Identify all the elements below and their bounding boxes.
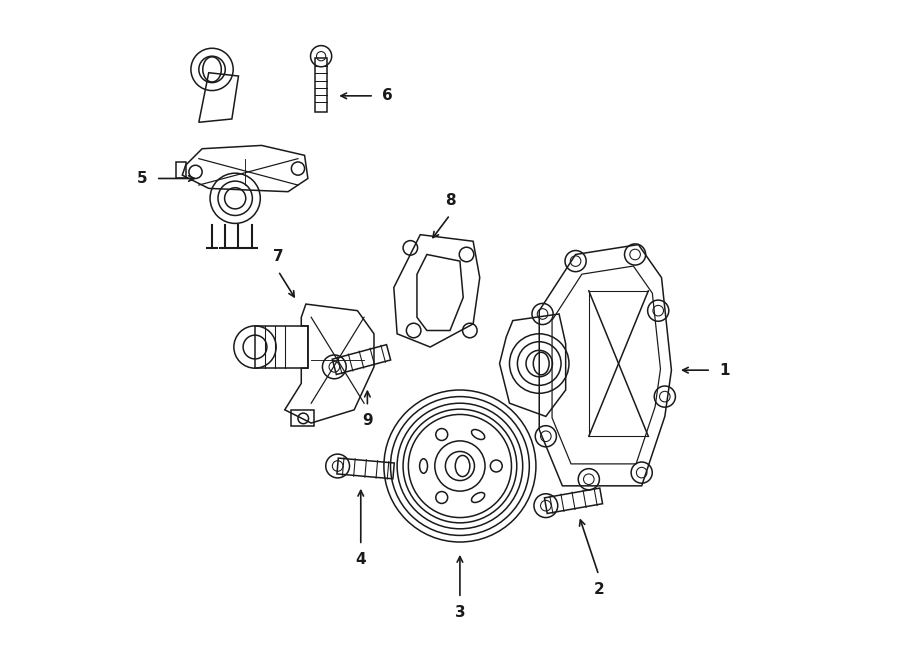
Text: 9: 9 [362, 413, 373, 428]
Text: 3: 3 [454, 605, 465, 620]
Text: 8: 8 [445, 193, 455, 208]
Text: 4: 4 [356, 552, 366, 567]
Text: 6: 6 [382, 89, 392, 103]
Text: 5: 5 [138, 171, 148, 186]
Text: 7: 7 [273, 249, 284, 264]
Text: 2: 2 [593, 582, 604, 597]
Text: 1: 1 [719, 363, 730, 377]
